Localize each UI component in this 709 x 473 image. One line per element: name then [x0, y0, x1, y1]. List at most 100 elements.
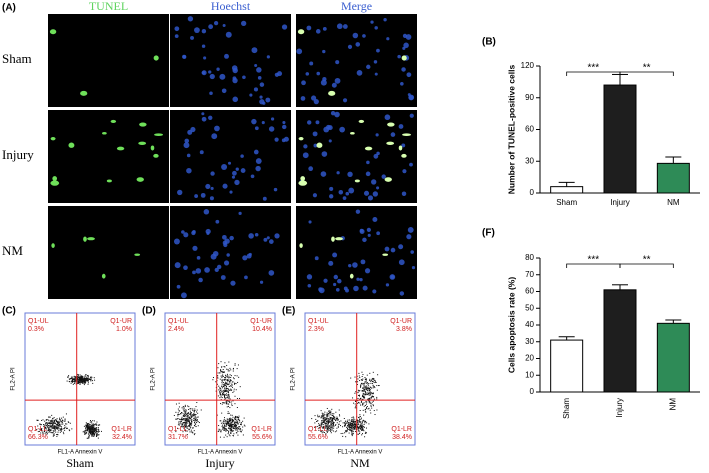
- event-dot: [223, 389, 225, 391]
- event-dot: [230, 369, 232, 371]
- event-dot: [370, 405, 372, 407]
- event-dot: [231, 428, 233, 430]
- event-dot: [364, 393, 366, 395]
- event-dot: [90, 433, 92, 435]
- event-dot: [73, 382, 75, 384]
- event-dot: [228, 383, 230, 385]
- event-dot: [226, 397, 228, 399]
- event-dot: [93, 434, 95, 436]
- event-dot: [353, 426, 355, 428]
- nucleus: [359, 277, 363, 282]
- event-dot: [229, 421, 231, 423]
- event-dot: [227, 380, 229, 382]
- event-dot: [221, 425, 223, 427]
- y-tick-label: 60: [525, 125, 534, 134]
- event-dot: [344, 425, 346, 427]
- event-dot: [178, 418, 180, 420]
- event-dot: [321, 430, 323, 432]
- event-dot: [87, 375, 89, 377]
- event-dot: [364, 392, 366, 394]
- event-dot: [43, 424, 45, 426]
- event-dot: [50, 428, 52, 430]
- event-dot: [323, 420, 325, 422]
- event-dot: [368, 391, 370, 393]
- event-dot: [363, 402, 365, 404]
- event-dot: [186, 415, 188, 417]
- event-dot: [91, 378, 93, 380]
- nucleus: [199, 150, 204, 155]
- event-dot: [373, 379, 375, 381]
- y-tick-label: 70: [525, 270, 534, 279]
- event-dot: [236, 368, 238, 370]
- event-dot: [238, 425, 240, 427]
- event-dot: [74, 378, 76, 380]
- event-dot: [222, 427, 224, 429]
- event-dot: [365, 431, 367, 433]
- event-dot: [57, 426, 59, 428]
- event-dot: [360, 400, 362, 402]
- event-dot: [186, 419, 188, 421]
- event-dot: [89, 425, 91, 427]
- nucleus: [222, 240, 228, 246]
- event-dot: [333, 413, 335, 415]
- event-dot: [367, 408, 369, 410]
- event-dot: [342, 435, 344, 437]
- micrograph: [296, 110, 417, 203]
- nucleus: [360, 259, 366, 265]
- tunel-spot: [358, 119, 365, 124]
- event-dot: [372, 387, 374, 389]
- event-dot: [355, 381, 357, 383]
- event-dot: [361, 434, 363, 436]
- event-dot: [354, 403, 356, 405]
- event-dot: [352, 420, 354, 422]
- nucleus: [402, 33, 408, 38]
- nucleus: [184, 138, 190, 144]
- event-dot: [46, 422, 48, 424]
- event-dot: [232, 400, 234, 402]
- nucleus: [219, 73, 226, 80]
- event-dot: [329, 412, 331, 414]
- event-dot: [234, 383, 236, 385]
- event-dot: [322, 418, 324, 420]
- event-dot: [363, 386, 365, 388]
- event-dot: [190, 423, 192, 425]
- event-dot: [77, 373, 79, 375]
- event-dot: [186, 425, 188, 427]
- event-dot: [48, 422, 50, 424]
- tunel-spot: [153, 55, 159, 61]
- event-dot: [231, 421, 233, 423]
- event-dot: [363, 420, 365, 422]
- event-dot: [196, 402, 198, 404]
- nucleus: [214, 125, 220, 132]
- event-dot: [219, 392, 221, 394]
- nucleus: [195, 268, 202, 274]
- event-dot: [185, 419, 187, 421]
- nucleus: [257, 76, 262, 80]
- event-dot: [57, 423, 59, 425]
- nucleus: [409, 162, 413, 167]
- event-dot: [52, 423, 54, 425]
- event-dot: [368, 382, 370, 384]
- event-dot: [237, 420, 239, 422]
- event-dot: [218, 389, 220, 391]
- nucleus: [216, 264, 222, 270]
- event-dot: [95, 427, 97, 429]
- event-dot: [359, 386, 361, 388]
- event-dot: [96, 435, 98, 437]
- event-dot: [234, 429, 236, 431]
- event-dot: [186, 423, 188, 425]
- event-dot: [321, 422, 323, 424]
- event-dot: [79, 374, 81, 376]
- event-dot: [238, 427, 240, 429]
- event-dot: [349, 428, 351, 430]
- event-dot: [221, 397, 223, 399]
- event-dot: [354, 419, 356, 421]
- event-dot: [52, 430, 54, 432]
- event-dot: [217, 395, 219, 397]
- event-dot: [81, 378, 83, 380]
- event-dot: [242, 434, 244, 436]
- event-dot: [193, 434, 195, 436]
- y-tick-label: 120: [521, 61, 535, 70]
- event-dot: [182, 406, 184, 408]
- event-dot: [370, 412, 372, 414]
